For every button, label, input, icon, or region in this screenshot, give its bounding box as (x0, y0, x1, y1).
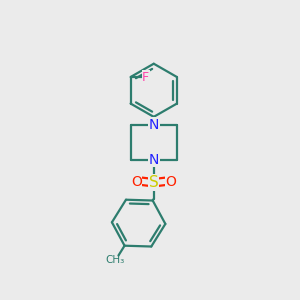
Text: O: O (131, 175, 142, 188)
Text: N: N (148, 153, 159, 166)
Text: F: F (142, 70, 149, 83)
Text: CH₃: CH₃ (106, 255, 125, 266)
Text: N: N (148, 118, 159, 132)
Text: O: O (166, 175, 177, 188)
Text: S: S (149, 175, 159, 190)
